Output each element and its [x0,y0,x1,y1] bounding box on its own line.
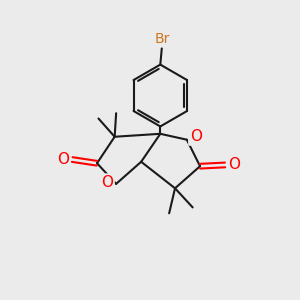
Text: O: O [101,175,113,190]
Text: O: O [190,129,202,144]
Text: O: O [229,158,241,172]
Text: O: O [57,152,69,167]
Text: Br: Br [155,32,170,46]
